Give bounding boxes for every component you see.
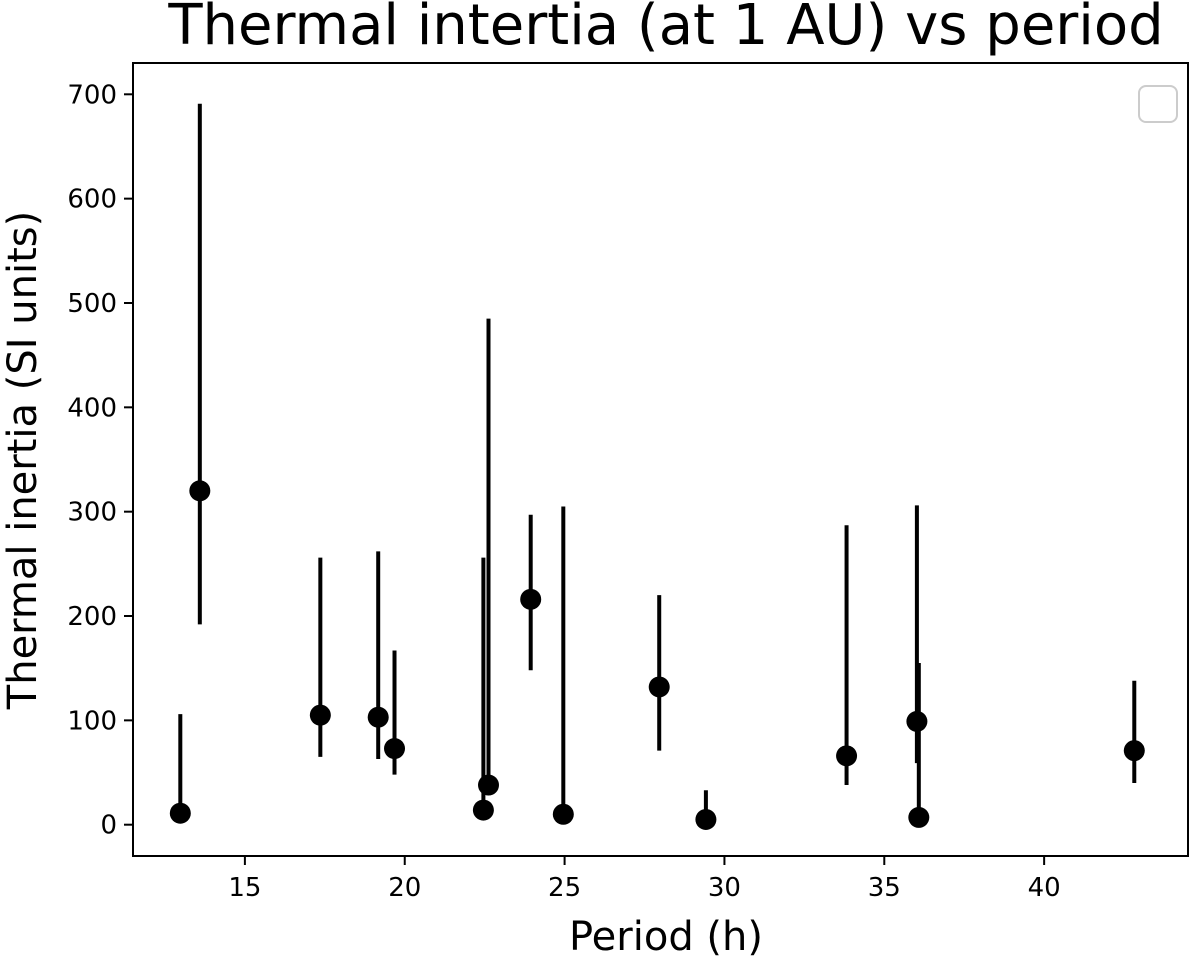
y-tick-label: 300 — [67, 498, 117, 528]
data-point — [1123, 740, 1145, 762]
data-point — [648, 676, 670, 698]
x-axis: 15 20 25 30 35 40 — [228, 856, 1061, 903]
x-tick-label: 35 — [868, 873, 901, 903]
data-point — [520, 588, 542, 610]
x-tick-label: 30 — [708, 873, 741, 903]
x-axis-label: Period (h) — [569, 914, 763, 960]
legend-box — [1138, 85, 1178, 123]
chart-title: Thermal intertia (at 1 AU) vs period — [167, 0, 1163, 58]
y-axis-label: Thermal inertia (SI units) — [0, 211, 46, 710]
x-tick-label: 15 — [228, 873, 261, 903]
x-tick-label: 20 — [388, 873, 421, 903]
data-point — [169, 802, 191, 824]
data-point — [384, 738, 406, 760]
y-tick-label: 700 — [67, 80, 117, 110]
data-point — [472, 799, 494, 821]
axes-frame — [132, 62, 1189, 857]
data-point — [478, 774, 500, 796]
data-point — [906, 710, 928, 732]
data-point — [695, 808, 717, 830]
data-points — [169, 480, 1145, 830]
data-point — [908, 806, 930, 828]
x-tick-label: 40 — [1028, 873, 1061, 903]
data-point — [367, 706, 389, 728]
y-tick-label: 600 — [67, 185, 117, 215]
y-axis: 0 100 200 300 400 500 600 700 — [67, 80, 133, 841]
x-tick-label: 25 — [548, 873, 581, 903]
plot-area: 15 20 25 30 35 40 0 100 200 300 400 500 600 700 — [67, 62, 1189, 903]
data-point — [189, 480, 211, 502]
y-tick-label: 400 — [67, 393, 117, 423]
y-tick-label: 100 — [67, 706, 117, 736]
data-point — [836, 745, 858, 767]
y-tick-label: 500 — [67, 289, 117, 319]
data-point — [552, 803, 574, 825]
y-tick-label: 200 — [67, 602, 117, 632]
data-point — [309, 704, 331, 726]
y-tick-label: 0 — [100, 811, 117, 841]
